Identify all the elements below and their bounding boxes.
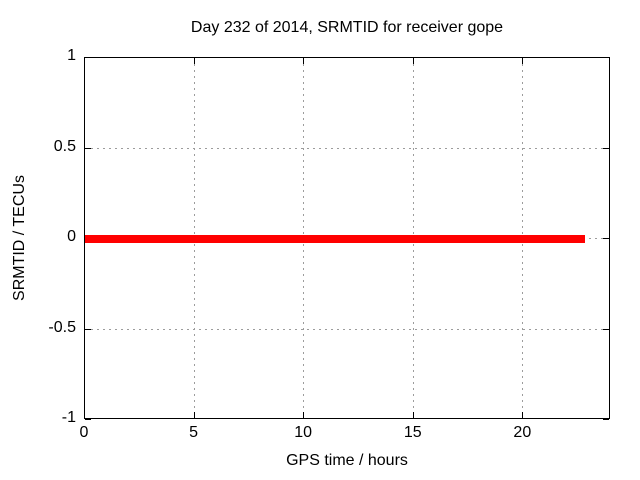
y-tick-label--1: -1 — [61, 409, 76, 426]
y-tick-left--0.5 — [85, 328, 91, 330]
x-tick-top-15 — [412, 58, 414, 64]
y-tick-label-0: 0 — [67, 228, 76, 245]
y-tick-left-0.5 — [85, 147, 91, 149]
gridline-y--0.5 — [85, 328, 609, 330]
y-tick-left-1 — [85, 57, 91, 58]
x-tick-label-10: 10 — [294, 424, 313, 441]
y-tick-left--1 — [85, 419, 91, 420]
y-tick-right-0.5 — [603, 147, 609, 149]
y-tick-right--0.5 — [603, 328, 609, 330]
x-tick-bottom-0 — [84, 412, 85, 418]
x-tick-top-20 — [522, 58, 524, 64]
y-tick-label--0.5: -0.5 — [48, 318, 76, 336]
gridline-y-0.5 — [85, 147, 609, 149]
x-tick-top-0 — [84, 58, 85, 64]
x-tick-bottom-15 — [412, 412, 414, 418]
x-tick-label-15: 15 — [403, 424, 422, 441]
y-tick-label-1: 1 — [67, 47, 76, 64]
x-tick-bottom-10 — [303, 412, 305, 418]
x-tick-label-0: 0 — [79, 424, 89, 441]
y-tick-right-1 — [603, 57, 609, 58]
series-line-srmtid — [85, 235, 585, 243]
x-tick-bottom-5 — [193, 412, 195, 418]
x-tick-bottom-20 — [522, 412, 524, 418]
y-tick-label-0.5: 0.5 — [53, 137, 76, 155]
x-tick-top-10 — [303, 58, 305, 64]
plot-area — [84, 57, 610, 420]
x-axis-label: GPS time / hours — [286, 452, 408, 469]
x-tick-label-20: 20 — [513, 424, 532, 441]
x-tick-label-5: 5 — [189, 424, 199, 441]
x-tick-top-5 — [193, 58, 195, 64]
chart-title: Day 232 of 2014, SRMTID for receiver gop… — [190, 19, 504, 36]
y-tick-right--1 — [603, 419, 609, 420]
y-tick-right-0 — [603, 238, 609, 239]
